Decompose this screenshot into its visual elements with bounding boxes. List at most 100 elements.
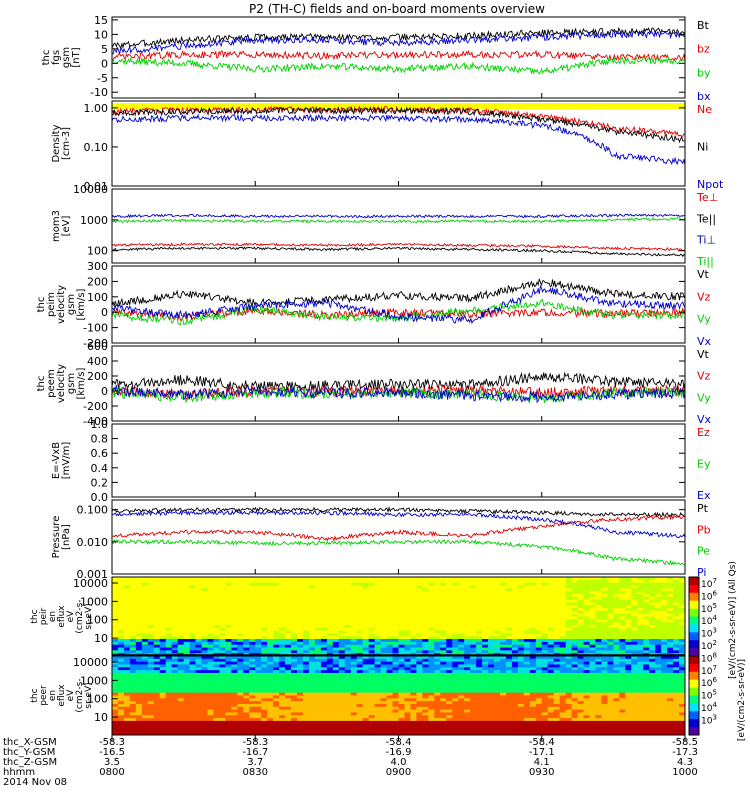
spectrogram-cell [565,647,572,651]
spectrogram-cell [147,616,155,620]
spectrogram-cell [291,627,298,632]
spectrogram-cell [541,703,549,708]
spectrogram-cell [577,633,584,637]
spectrogram-cell [273,647,280,651]
spectrogram-cell [529,701,537,705]
spectrogram-cell [482,647,489,651]
spectrogram-cell [446,641,453,646]
spectrogram-cell [255,675,262,679]
spectrogram-cell [386,636,393,640]
spectrogram-cell [601,582,608,586]
legend-entry-Npot: Npot [697,178,724,191]
density-flag-bar [112,103,685,109]
spectrogram-cell [273,684,280,688]
spectrogram-cell [661,605,668,609]
spectrogram-cell [499,639,507,643]
spectrogram-cell [117,656,125,660]
spectrogram-cell [517,689,525,694]
spectrogram-cell [195,588,202,592]
spectrogram-cell [446,656,453,660]
spectrogram-cell [350,703,358,708]
spectrogram-cell [380,602,387,606]
spectrogram-cell [428,675,435,679]
spectrogram-cell [362,678,370,682]
spectrogram-cell [189,667,196,671]
spectrogram-cell [273,701,280,705]
spectrogram-cell [470,577,477,581]
spectrogram-cell [643,630,650,634]
spectrogram-cell [476,599,483,603]
spectrogram-cell [243,613,250,617]
spectrogram-cell [464,656,471,660]
spectrogram-cell [505,622,513,626]
spectrogram-cell [267,613,274,617]
spectrogram-cell [147,661,155,665]
spectrogram-cell [404,593,411,598]
spectrogram-cell [374,608,381,612]
spectrogram-cell [225,627,232,632]
spectrogram-cell [243,695,250,699]
spectrogram-cell [255,591,262,595]
spectrogram-cell [470,582,477,586]
spectrogram-cell [589,610,596,615]
spectrogram-cell [553,630,561,634]
spectrogram-cell [249,692,256,696]
spectrogram-cell [667,687,674,691]
spectrogram-cell [470,616,477,620]
spectrogram-cell [667,650,674,654]
spectrogram-cell [619,698,626,702]
spectrogram-cell [637,624,644,629]
y-tick-label: 10000 [73,577,108,590]
spectrogram-cell [267,644,274,648]
spectrogram-cell [595,630,602,634]
spectrogram-cell [303,715,310,719]
spectrogram-cell [631,672,638,677]
spectrogram-cell [553,605,561,609]
spectrogram-cell [470,709,477,713]
spectrogram-cell [386,579,393,584]
spectrogram-cell [213,706,220,711]
spectrogram-cell [577,639,584,643]
spectrogram-cell [488,639,495,643]
spectrogram-cell [416,675,423,679]
spectrogram-cell [470,636,477,640]
spectrogram-cell [362,579,370,584]
y-tick-label: -400 [83,415,108,428]
spectrogram-cell [398,709,405,713]
spectrogram-cell [535,596,543,600]
spectrogram-cell [356,656,364,660]
spectrogram-cell [583,641,590,646]
spectrogram-cell [153,616,161,620]
spectrogram-cell [625,636,632,640]
spectrogram-cell [595,712,602,716]
spectrogram-cell [458,667,465,671]
spectrogram-cell [153,664,161,668]
spectrogram-cell [261,641,268,646]
spectrogram-cell [213,712,220,716]
spectrogram-cell [195,622,202,626]
spectrogram-cell [231,627,238,632]
spectrogram-cell [326,605,334,609]
spectrogram-cell [201,596,208,600]
spectrogram-cell [416,647,423,651]
spectrogram-cell [303,695,310,699]
spectrogram-cell [404,647,411,651]
spectrogram-cell [488,672,495,677]
spectrogram-cell [201,678,208,682]
spectrogram-cell [297,616,304,620]
spectrogram-cell [129,636,137,640]
spectrogram-cell [398,579,405,584]
spectrogram-cell [332,622,340,626]
spectrogram-cell [583,608,590,612]
spectrogram-cell [297,695,304,699]
spectrogram-cell [440,577,447,581]
spectrogram-cell [505,602,513,606]
spectrogram-cell [201,712,208,716]
spectrogram-cell [171,644,179,648]
spectrogram-cell [279,644,286,648]
spectrogram-cell [338,613,346,617]
spectrogram-cell [607,639,614,643]
spectrogram-cell [410,602,417,606]
spectrogram-cell [547,709,555,713]
spectrogram-cell [338,602,346,606]
